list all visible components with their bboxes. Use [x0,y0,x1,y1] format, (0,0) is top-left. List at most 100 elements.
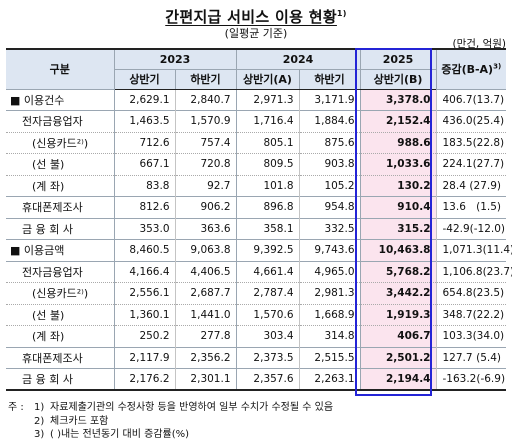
row-label: 전자금융업자 [6,110,115,132]
table-row: (선 불) 1,360.1 1,441.0 1,570.6 1,668.9 1,919.3… [6,303,506,326]
row-label: (신용카드²⁾) [6,131,115,154]
year-header-2025: 2025 [360,48,437,70]
value-cell: 83.8 [114,174,176,197]
change-cell: 348.7 (22.2) [436,303,506,326]
page-title: 간편지급 서비스 이용 현황1) [0,6,512,27]
value-cell: 1,441.0 [175,303,237,326]
value-cell: 896.8 [236,196,300,218]
table-row: ■ 이용금액 8,460.5 9,063.8 9,392.5 9,743.6 10,463… [6,239,512,261]
change-percent: (25.4) [472,115,505,128]
value-cell: 8,460.5 [114,239,176,261]
row-label: 전자금융업자 [6,260,115,283]
value-cell: 2,373.5 [236,346,300,369]
category-header: 구분 [6,48,115,90]
change-cell: 1,106.8 (23.7) [436,260,512,283]
half-header: 하반기 [175,69,237,90]
row-label: 휴대폰제조사 [6,196,115,218]
change-cell: -42.9 (-12.0) [436,217,506,240]
footnote: 주 : 1) 자료제출기관의 수정사항 등을 반영하여 일부 수치가 수정될 수 있… [8,401,333,415]
header-row-years: 구분 2023 2024 2025 증감(B-A)3) [6,48,506,90]
change-header-text: 증감(B-A) [441,63,494,77]
row-label: (계 좌) [6,325,115,347]
table-row: (계 좌) 250.2 277.8 303.4 314.8 406.7 103.3 (34.0… [6,325,506,347]
change-cell: -163.2 (-6.9) [436,368,506,391]
value-cell: 1,570.9 [175,110,237,132]
footnote-text: ( )내는 전년동기 대비 증감률(%) [50,429,190,440]
value-cell: 2,357.6 [236,368,300,391]
value-cell: 2,176.2 [114,368,176,391]
row-label: ■ 이용건수 [6,89,115,111]
value-cell: 130.2 [360,174,437,197]
row-label: (신용카드²⁾) [6,282,115,304]
value-cell: 2,840.7 [175,89,237,111]
value-cell: 2,629.1 [114,89,176,111]
value-cell: 2,501.2 [360,346,437,369]
footnotes: 주 : 1) 자료제출기관의 수정사항 등을 반영하여 일부 수치가 수정될 수 있… [8,401,333,442]
change-cell: 406.7 (13.7) [436,89,506,111]
change-cell: 183.5 (22.8) [436,131,506,154]
value-cell: 2,117.9 [114,346,176,369]
value-cell: 332.5 [299,217,361,240]
footnote-number: 1) [34,402,45,413]
table-row: 휴대폰제조사 2,117.9 2,356.2 2,373.5 2,515.5 2,501.… [6,346,506,369]
change-value: 13.6 [442,201,466,214]
change-percent: (13.7) [472,93,505,106]
value-cell: 315.2 [360,217,437,240]
title-footnote-mark: 1) [336,9,347,18]
value-cell: 277.8 [175,325,237,347]
value-cell: 1,033.6 [360,153,437,175]
value-cell: 250.2 [114,325,176,347]
value-cell: 1,463.5 [114,110,176,132]
footnote-prefix: 주 : [8,402,24,413]
change-header-footnote: 3) [493,62,502,71]
value-cell: 303.4 [236,325,300,347]
value-cell: 1,884.6 [299,110,361,132]
value-cell: 9,063.8 [175,239,237,261]
half-header: 상반기(B) [360,69,437,90]
change-cell: 436.0 (25.4) [436,110,506,132]
value-cell: 105.2 [299,174,361,197]
change-cell: 127.7 (5.4) [436,346,506,369]
value-cell: 875.6 [299,131,361,154]
change-value: -42.9 [442,222,470,235]
footnote: 3) ( )내는 전년동기 대비 증감률(%) [8,428,333,442]
table-body: ■ 이용건수 2,629.1 2,840.7 2,971.3 3,171.9 3,378.… [6,89,512,391]
value-cell: 2,687.7 [175,282,237,304]
change-percent: (11.4) [482,244,512,257]
table-row: ■ 이용건수 2,629.1 2,840.7 2,971.3 3,171.9 3,378.… [6,89,506,111]
change-value: 28.4 [442,179,466,192]
change-percent: (34.0) [472,330,505,343]
change-value: 654.8 [442,287,473,300]
value-cell: 757.4 [175,131,237,154]
change-value: 406.7 [442,93,473,106]
table-row: (선 불) 667.1 720.8 809.5 903.8 1,033.6 224.1 (27… [6,153,506,175]
row-label: 금 융 회 사 [6,217,115,240]
change-cell: 654.8 (23.5) [436,282,506,304]
value-cell: 1,716.4 [236,110,300,132]
value-cell: 5,768.2 [360,260,437,283]
footnote-number: 2) [34,415,45,427]
footnote-number: 3) [34,429,45,440]
value-cell: 3,171.9 [299,89,361,111]
value-cell: 903.8 [299,153,361,175]
row-label: 금 융 회 사 [6,368,115,391]
value-cell: 406.7 [360,325,437,347]
change-value: 127.7 [442,351,473,364]
value-cell: 954.8 [299,196,361,218]
row-label: ■ 이용금액 [6,239,115,261]
value-cell: 809.5 [236,153,300,175]
header-row-halves: 상반기 하반기 상반기(A) 하반기 상반기(B) [6,69,506,90]
value-cell: 2,356.2 [175,346,237,369]
table-row: 금 융 회 사 2,176.2 2,301.1 2,357.6 2,263.1 2,194… [6,368,506,391]
change-percent: (-12.0) [469,222,506,235]
table-row: 전자금융업자 4,166.4 4,406.5 4,661.4 4,965.0 5,768.… [6,260,512,283]
change-cell: 13.6 (1.5) [436,196,506,218]
value-cell: 3,378.0 [360,89,437,111]
change-percent: (1.5) [476,201,501,214]
value-cell: 2,787.4 [236,282,300,304]
change-percent: (22.8) [472,136,505,149]
change-value: 348.7 [442,308,473,321]
change-cell: 1,071.3 (11.4) [436,239,512,261]
value-cell: 1,570.6 [236,303,300,326]
value-cell: 4,965.0 [299,260,361,283]
